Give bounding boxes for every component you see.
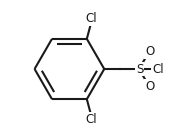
Text: O: O — [145, 45, 154, 58]
Text: Cl: Cl — [86, 112, 97, 126]
Text: Cl: Cl — [86, 12, 97, 26]
Text: Cl: Cl — [152, 63, 164, 75]
Text: S: S — [136, 63, 143, 75]
Text: O: O — [145, 80, 154, 93]
